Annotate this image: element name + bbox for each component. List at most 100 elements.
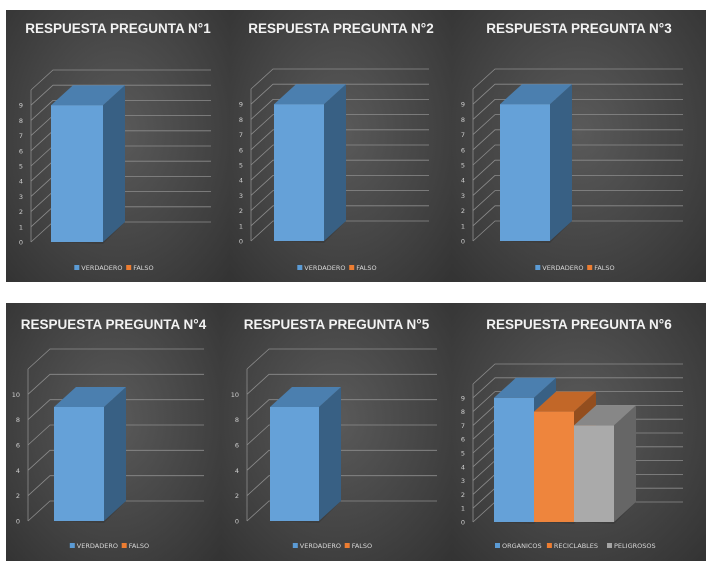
svg-text:FALSO: FALSO xyxy=(129,542,149,550)
chart-title: RESPUESTA PREGUNTA N°6 xyxy=(486,317,672,332)
bar-verdadero xyxy=(274,84,346,243)
y-tick-label: 8 xyxy=(461,408,465,416)
gridline xyxy=(27,449,204,471)
chart-1: RESPUESTA PREGUNTA N°1 0 1 2 3 4 5 6 7 8 9 VERDADER… xyxy=(19,21,211,272)
gridline xyxy=(472,129,683,151)
y-tick-label: 3 xyxy=(461,477,465,485)
y-tick-label: 3 xyxy=(239,192,243,200)
y-tick-label: 0 xyxy=(235,518,239,526)
y-tick-label: 4 xyxy=(235,467,239,475)
svg-text:VERDADERO: VERDADERO xyxy=(77,542,118,550)
gridline xyxy=(250,144,429,166)
gridline xyxy=(246,449,437,471)
bar-verdadero xyxy=(500,84,572,243)
chart-2: RESPUESTA PREGUNTA N°2 0 1 2 3 4 5 6 7 8 9 VERDADER… xyxy=(239,21,434,272)
y-tick-label: 10 xyxy=(12,391,20,399)
gridline xyxy=(27,424,204,446)
y-tick-label: 6 xyxy=(461,436,465,444)
y-tick-label: 2 xyxy=(235,492,239,500)
svg-text:VERDADERO: VERDADERO xyxy=(542,264,583,272)
gridline xyxy=(472,174,683,196)
y-tick-label: 9 xyxy=(461,394,465,402)
svg-text:FALSO: FALSO xyxy=(352,542,372,550)
y-tick-label: 4 xyxy=(16,467,20,475)
legend-item-falso: FALSO xyxy=(121,542,149,550)
legend-item-falso: FALSO xyxy=(587,264,615,272)
chart-6: RESPUESTA PREGUNTA N°6 0 1 2 3 4 5 6 7 8 9 ORGANICO… xyxy=(461,317,683,550)
y-tick-label: 6 xyxy=(19,147,23,155)
gridline xyxy=(250,114,429,135)
gridline xyxy=(250,174,429,196)
gridline xyxy=(472,391,683,412)
legend-item-falso: FALSO xyxy=(344,542,372,550)
y-tick-label: 6 xyxy=(16,442,20,450)
gridline xyxy=(27,373,204,395)
y-tick-label: 9 xyxy=(239,101,243,109)
y-tick-label: 7 xyxy=(461,422,465,430)
y-tick-label: 5 xyxy=(461,162,465,170)
gridline xyxy=(246,373,437,395)
bar-verdadero xyxy=(51,85,125,244)
gridline xyxy=(472,363,683,385)
gridline xyxy=(472,114,683,135)
y-tick-label: 1 xyxy=(461,505,465,513)
y-tick-label: 8 xyxy=(235,416,239,424)
y-tick-label: 2 xyxy=(461,491,465,499)
gridline xyxy=(472,83,683,105)
chart-panel-1: RESPUESTA PREGUNTA N°1 0 1 2 3 4 5 6 7 8 9 VERDADER… xyxy=(6,10,230,282)
legend-item-reciclables: RECICLABLES xyxy=(546,542,598,550)
y-tick-label: 2 xyxy=(461,207,465,215)
y-tick-label: 10 xyxy=(231,391,239,399)
y-tick-label: 7 xyxy=(19,132,23,140)
chart-panel-4: RESPUESTA PREGUNTA N°4 0 2 4 6 8 10 VERDADERO FA… xyxy=(6,303,221,561)
legend-item-falso: FALSO xyxy=(126,264,154,272)
chart-4: RESPUESTA PREGUNTA N°4 0 2 4 6 8 10 VERDADERO FA… xyxy=(12,317,207,550)
y-tick-label: 3 xyxy=(461,192,465,200)
gridline xyxy=(472,99,683,120)
gridline xyxy=(30,69,211,91)
gridline xyxy=(27,399,204,420)
chart-title: RESPUESTA PREGUNTA N°2 xyxy=(248,21,433,36)
y-tick-label: 5 xyxy=(19,163,23,171)
gridline xyxy=(472,377,683,399)
y-tick-label: 0 xyxy=(16,518,20,526)
legend-item-falso: FALSO xyxy=(349,264,377,272)
y-tick-label: 4 xyxy=(239,177,243,185)
y-tick-label: 8 xyxy=(239,116,243,124)
gridline xyxy=(27,348,204,370)
y-tick-label: 9 xyxy=(19,102,23,110)
y-tick-label: 6 xyxy=(239,146,243,154)
y-tick-label: 0 xyxy=(19,239,23,247)
gridline xyxy=(27,500,204,522)
y-tick-label: 2 xyxy=(19,208,23,216)
svg-text:VERDADERO: VERDADERO xyxy=(304,264,345,272)
gridline xyxy=(250,99,429,120)
gridline xyxy=(246,500,437,522)
legend-item-verdadero: VERDADERO xyxy=(535,264,583,272)
chart-panel-2: RESPUESTA PREGUNTA N°2 0 1 2 3 4 5 6 7 8 9 VERDADER… xyxy=(230,10,452,282)
chart-title: RESPUESTA PREGUNTA N°3 xyxy=(486,21,672,36)
gridline xyxy=(472,68,683,90)
chart-panel-5: RESPUESTA PREGUNTA N°5 0 2 4 6 8 10 VERDADERO FA… xyxy=(221,303,452,561)
gridline xyxy=(250,205,429,227)
y-tick-label: 0 xyxy=(461,238,465,246)
gridline xyxy=(246,399,437,420)
y-tick-label: 7 xyxy=(239,131,243,139)
svg-text:VERDADERO: VERDADERO xyxy=(81,264,122,272)
y-tick-label: 4 xyxy=(461,177,465,185)
chart-panel-3: RESPUESTA PREGUNTA N°3 0 1 2 3 4 5 6 7 8 9 VERDADER… xyxy=(452,10,706,282)
gridline xyxy=(250,159,429,181)
y-tick-label: 6 xyxy=(461,146,465,154)
y-tick-label: 0 xyxy=(461,519,465,527)
svg-text:ORGANICOS: ORGANICOS xyxy=(502,542,542,550)
gridline xyxy=(30,84,211,106)
svg-text:RECICLABLES: RECICLABLES xyxy=(554,542,598,550)
bar-verdadero xyxy=(54,387,126,523)
y-tick-label: 0 xyxy=(239,238,243,246)
gridline xyxy=(246,475,437,496)
gridline xyxy=(472,190,683,211)
gridline xyxy=(250,68,429,90)
y-tick-label: 5 xyxy=(239,162,243,170)
y-tick-label: 5 xyxy=(461,450,465,458)
bar-verdadero xyxy=(270,387,341,523)
